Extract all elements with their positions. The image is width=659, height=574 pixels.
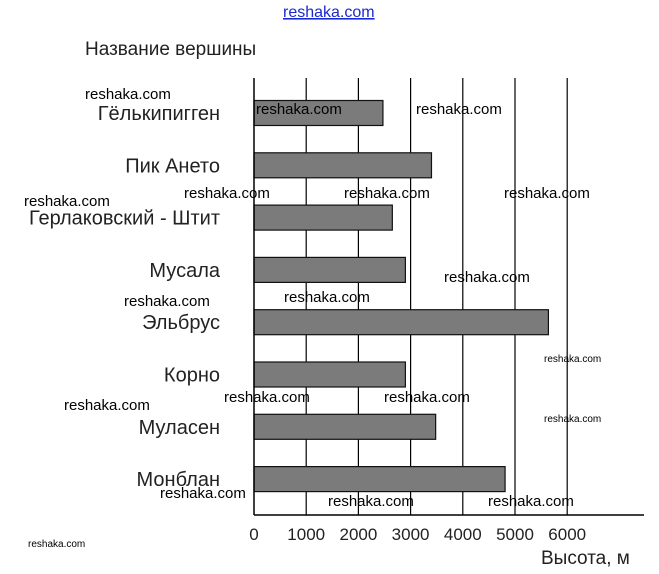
watermark: reshaka.com [160, 485, 246, 502]
watermark: reshaka.com [24, 193, 110, 210]
bar [253, 204, 393, 231]
watermarks: reshaka.com reshaka.com reshaka.com resh… [24, 86, 601, 550]
category-label: Муласен [139, 417, 220, 439]
watermark: reshaka.com [85, 86, 171, 103]
watermark: reshaka.com [544, 414, 601, 425]
site-link[interactable]: reshaka.com [283, 4, 375, 21]
watermark: reshaka.com [416, 101, 502, 118]
watermark: reshaka.com [284, 289, 370, 306]
watermark: reshaka.com [184, 185, 270, 202]
x-tick-label: 4000 [444, 525, 482, 544]
x-tick-label: 5000 [496, 525, 534, 544]
category-label: Герлаковский - Штит [29, 208, 220, 230]
category-label: Эльбрус [142, 312, 220, 334]
bar [253, 99, 384, 127]
watermark: reshaka.com [384, 389, 470, 406]
watermark: reshaka.com [224, 389, 310, 406]
bars [253, 99, 550, 493]
watermark: reshaka.com [544, 354, 601, 365]
bar [253, 256, 406, 283]
watermark: reshaka.com [444, 269, 530, 286]
category-labels: Гёлькипигген Пик Ането Герлаковский - Штит… [29, 103, 221, 491]
bar [253, 309, 550, 336]
x-tick-label: 3000 [392, 525, 430, 544]
x-axis-title: Высота, м [541, 548, 630, 569]
watermark: reshaka.com [344, 185, 430, 202]
site-link-text[interactable]: reshaka.com [283, 4, 375, 21]
watermark: reshaka.com [504, 185, 590, 202]
grid-lines [305, 78, 568, 515]
bar [253, 152, 433, 179]
bar [253, 466, 506, 493]
x-tick-labels: 0 1000 2000 3000 4000 5000 6000 [249, 525, 586, 544]
category-label: Гёлькипигген [98, 103, 220, 125]
x-tick-label: 2000 [339, 525, 377, 544]
category-label: Монблан [137, 469, 220, 491]
category-label: Корно [164, 365, 220, 387]
watermark: reshaka.com [28, 539, 85, 550]
watermark: reshaka.com [488, 493, 574, 510]
watermark: reshaka.com [328, 493, 414, 510]
watermark: reshaka.com [256, 101, 342, 118]
x-tick-label: 6000 [548, 525, 586, 544]
x-tick-label: 0 [249, 525, 258, 544]
x-tick-label: 1000 [287, 525, 325, 544]
axes [253, 78, 644, 516]
bar [253, 413, 437, 440]
watermark: reshaka.com [64, 397, 150, 414]
y-axis-title: Название вершины [85, 39, 256, 60]
category-label: Мусала [149, 260, 220, 282]
watermark: reshaka.com [124, 293, 210, 310]
category-label: Пик Ането [125, 155, 220, 177]
bar [253, 361, 406, 388]
